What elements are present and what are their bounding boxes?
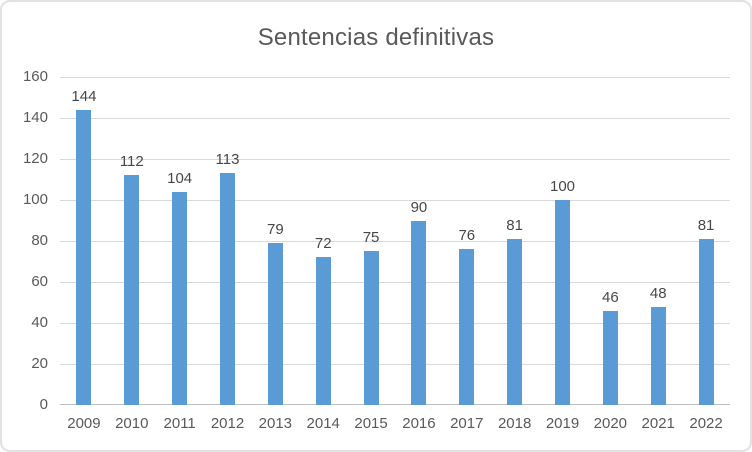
gridline-100 [60, 200, 730, 201]
x-tick-label-2011: 2011 [163, 415, 196, 432]
bar-value-label-2019: 100 [549, 178, 576, 195]
bar-2022 [698, 238, 714, 405]
y-tick-label-20: 20 [31, 355, 48, 372]
bar-value-label-2012: 113 [215, 151, 240, 169]
x-axis-line [60, 404, 730, 405]
bar-value-label-2013: 79 [267, 221, 284, 239]
x-tick-label-2022: 2022 [689, 415, 723, 432]
x-tick-label-2017: 2017 [450, 415, 484, 432]
x-tick-label-2018: 2018 [497, 415, 532, 432]
bar-value-label-2010: 112 [119, 153, 144, 171]
bar-2017 [459, 249, 475, 405]
bar-2012 [220, 173, 235, 405]
bar-value-label-2022: 81 [697, 216, 715, 234]
x-tick-label-2021: 2021 [641, 415, 675, 432]
bar-2021 [650, 306, 666, 405]
y-tick-label-100: 100 [22, 191, 48, 208]
x-tick-label-2013: 2013 [258, 415, 293, 432]
bar-value-label-2021: 48 [649, 284, 667, 302]
gridline-40 [60, 323, 730, 324]
bar-2020 [602, 310, 618, 405]
bar-value-label-2017: 76 [458, 227, 476, 245]
bar-value-label-2016: 90 [410, 198, 428, 216]
gridline-20 [60, 364, 730, 365]
bar-2015 [363, 251, 379, 405]
y-tick-label-160: 160 [22, 68, 48, 85]
y-tick-label-80: 80 [31, 232, 48, 249]
x-tick-label-2016: 2016 [402, 415, 436, 432]
bar-2009 [76, 109, 92, 405]
gridline-140 [60, 118, 730, 119]
x-tick-label-2014: 2014 [306, 415, 340, 432]
chart-title: Sentencias definitivas [257, 24, 495, 51]
y-tick-label-0: 0 [39, 396, 48, 413]
bar-value-label-2011: 104 [167, 169, 193, 187]
gridline-160 [60, 77, 730, 78]
gridline-120 [60, 159, 730, 160]
gridline-80 [60, 241, 730, 242]
plot-area: 144 112 104 113 79 72 75 90 76 81 100 46 48 81 [60, 77, 730, 405]
x-tick-label-2012: 2012 [210, 415, 245, 432]
bar-2019 [555, 200, 570, 405]
bar-2018 [507, 238, 523, 405]
gridline-60 [60, 282, 730, 283]
y-tick-label-60: 60 [31, 273, 48, 290]
bar-value-label-2018: 81 [506, 216, 523, 234]
y-tick-label-120: 120 [22, 150, 48, 167]
bar-2014 [315, 257, 331, 405]
bar-2016 [411, 220, 427, 405]
bar-value-label-2020: 46 [602, 288, 619, 306]
bar-2010 [124, 175, 140, 405]
bar-value-label-2014: 72 [314, 235, 332, 253]
x-tick-label-2015: 2015 [354, 415, 388, 432]
bar-2011 [172, 191, 188, 405]
bar-value-label-2009: 144 [71, 87, 97, 105]
y-tick-label-40: 40 [31, 314, 48, 331]
y-tick-label-140: 140 [22, 109, 48, 126]
bar-2013 [267, 243, 283, 405]
x-tick-label-2019: 2019 [545, 415, 580, 432]
x-tick-label-2009: 2009 [67, 415, 101, 432]
bar-value-label-2015: 75 [362, 229, 380, 247]
x-tick-label-2020: 2020 [593, 415, 628, 432]
x-tick-label-2010: 2010 [115, 415, 149, 432]
